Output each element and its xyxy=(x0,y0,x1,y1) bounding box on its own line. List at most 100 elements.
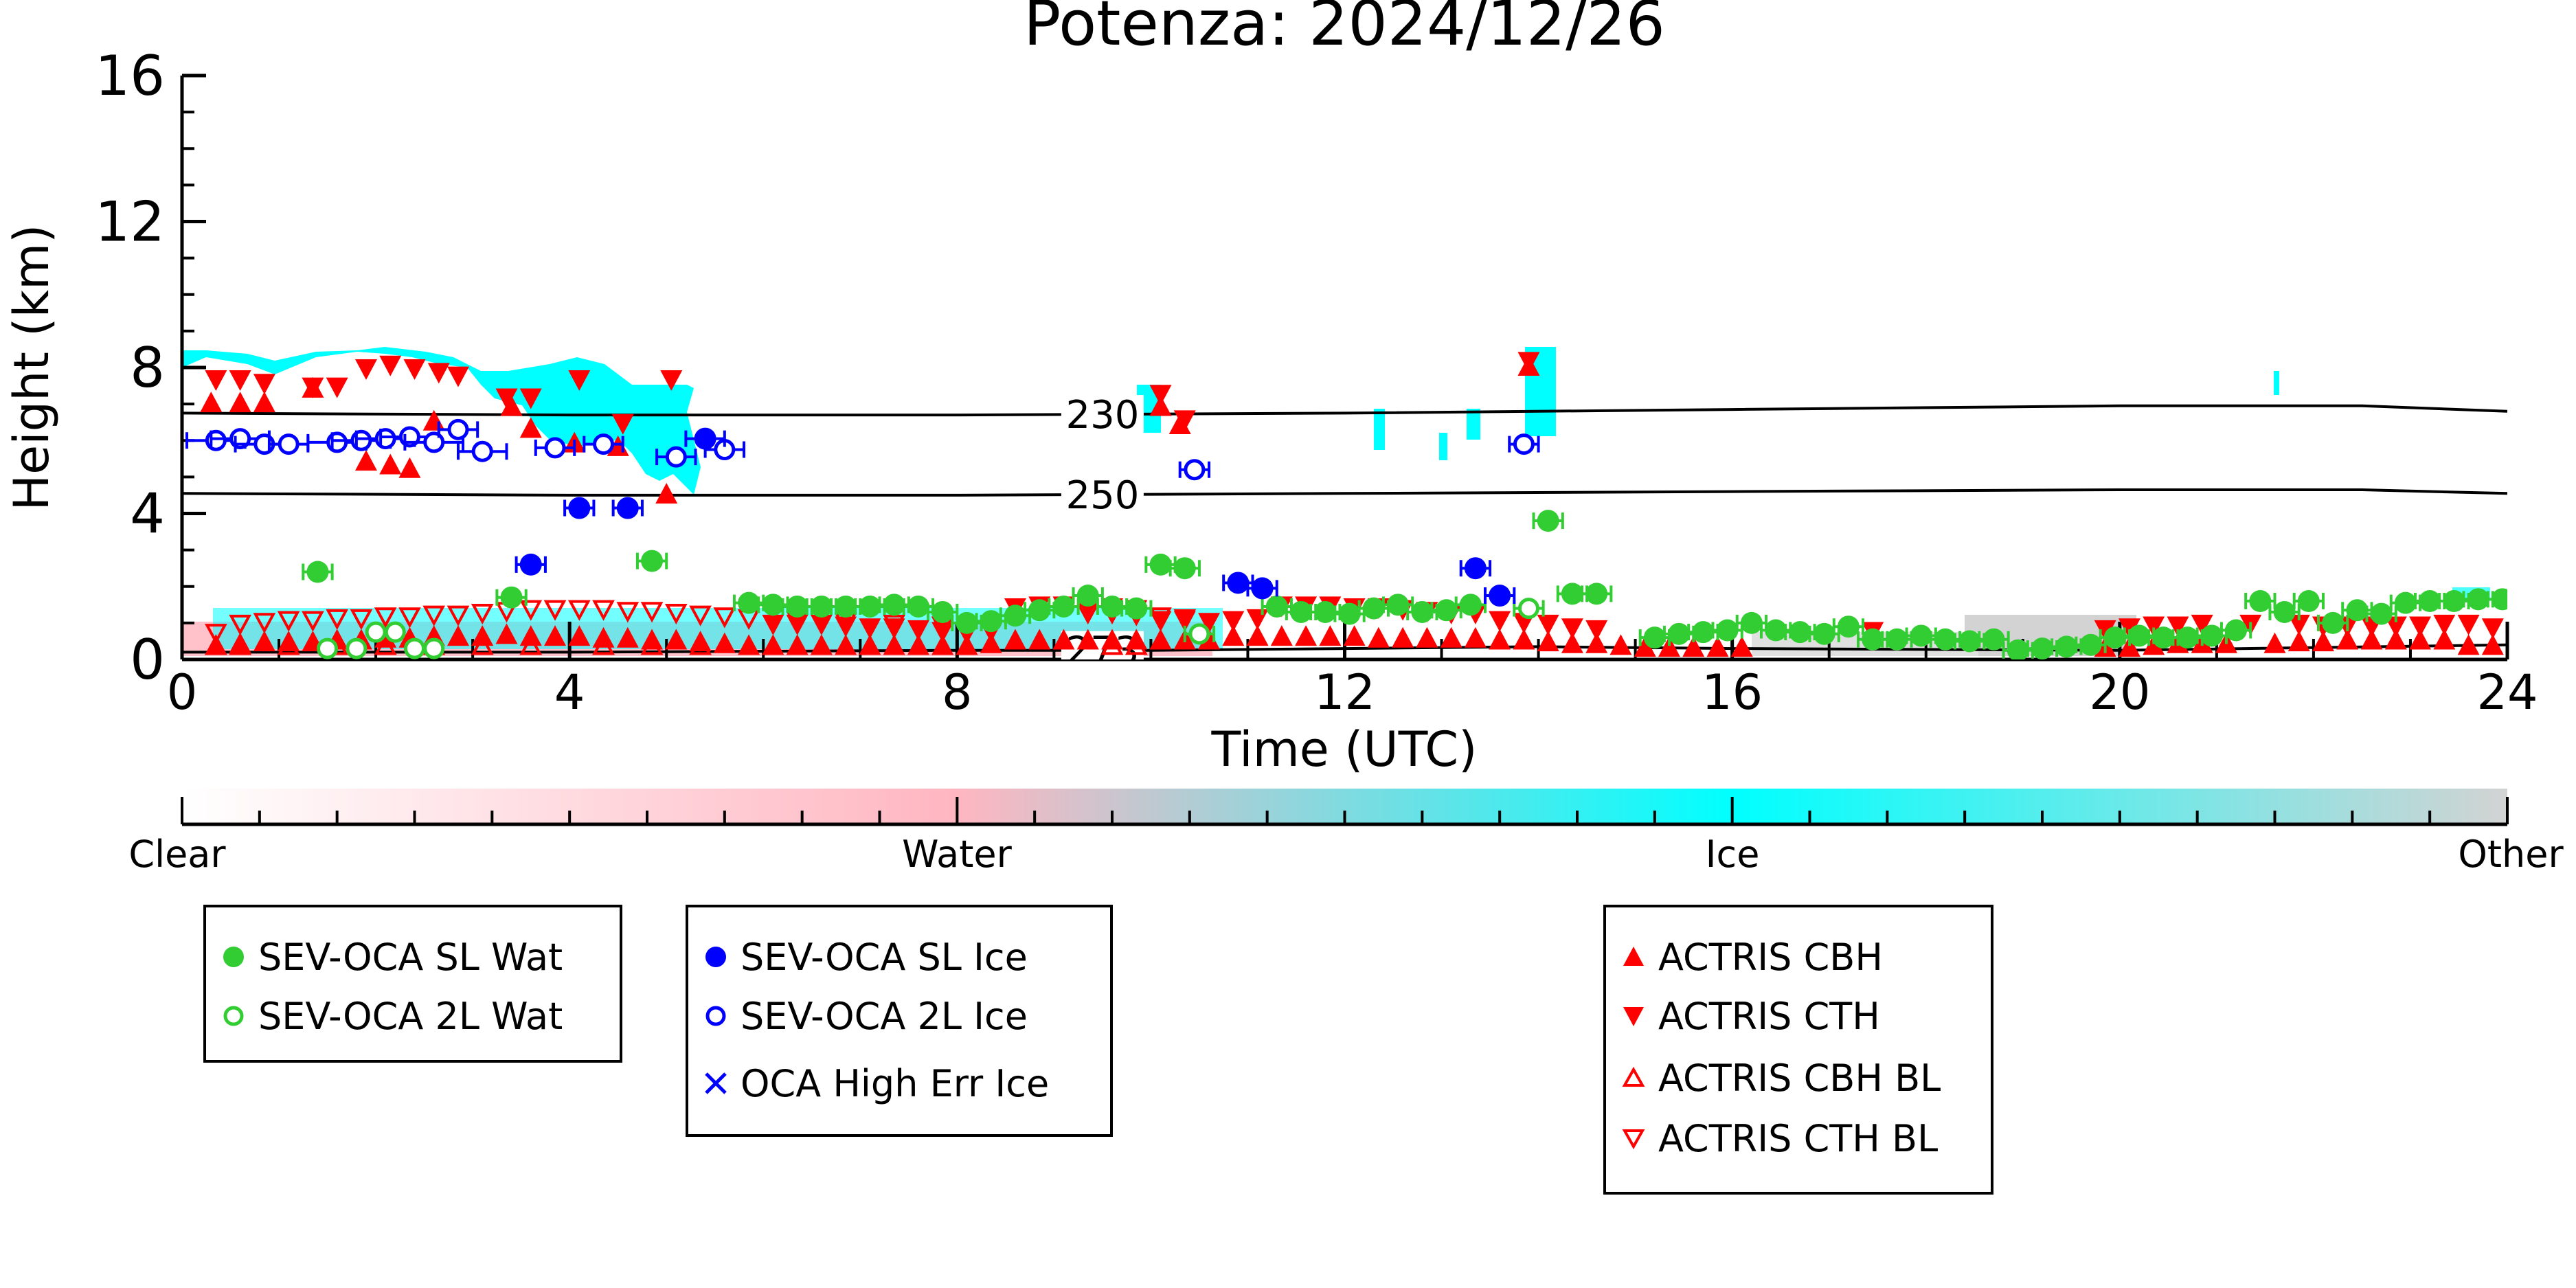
legend-item: SEV-OCA 2L Wat xyxy=(213,988,563,1043)
data-point xyxy=(1149,395,1172,416)
data-point xyxy=(1222,611,1245,632)
data-point xyxy=(931,634,954,655)
data-point xyxy=(2457,614,2480,635)
contour-label-bg xyxy=(1061,395,1144,434)
data-point xyxy=(1173,557,1196,580)
data-point xyxy=(2191,614,2213,635)
data-point xyxy=(2167,616,2189,637)
data-point xyxy=(1338,602,1361,625)
data-point xyxy=(810,614,833,635)
data-point xyxy=(568,497,591,519)
data-point xyxy=(447,625,469,646)
x-tick-label: 0 xyxy=(167,664,198,721)
data-point xyxy=(1459,594,1482,616)
data-point xyxy=(2118,636,2140,657)
data-point xyxy=(253,374,275,395)
ice-cloud-patch-3 xyxy=(1439,433,1447,460)
data-point xyxy=(883,634,905,655)
data-point xyxy=(326,431,348,453)
data-point xyxy=(1411,600,1434,623)
data-point xyxy=(1314,600,1337,623)
legend-water: SEV-OCA SL Wat SEV-OCA 2L Wat xyxy=(203,905,622,1063)
legend-item: OCA High Err Ice xyxy=(695,1056,1049,1111)
data-point xyxy=(2481,634,2504,655)
data-point xyxy=(640,602,664,623)
triangle-down-icon xyxy=(1613,995,1654,1037)
data-point xyxy=(1222,625,1245,646)
data-point xyxy=(641,550,664,572)
legend-label: ACTRIS CTH xyxy=(1658,994,1880,1038)
data-point xyxy=(1265,595,1288,618)
data-point xyxy=(1416,626,1438,648)
y-tick-label: 12 xyxy=(95,190,165,254)
data-point xyxy=(1251,577,1274,600)
contour-line-250 xyxy=(182,488,2507,497)
data-point xyxy=(278,433,300,455)
y-tick-label: 4 xyxy=(130,482,165,546)
data-point xyxy=(2176,626,2199,649)
ice-cloud-patch-4 xyxy=(1467,409,1480,440)
legend-item: ACTRIS CTH BL xyxy=(1613,1111,1938,1166)
data-point xyxy=(1367,626,1390,648)
legend-item: SEV-OCA SL Ice xyxy=(695,929,1028,984)
data-point xyxy=(2457,634,2480,655)
y-ticks: 0 4 8 12 16 xyxy=(95,44,206,692)
data-point xyxy=(641,629,664,650)
x-tick-label: 12 xyxy=(1314,664,1375,721)
data-point xyxy=(205,624,227,645)
data-point xyxy=(1658,636,1680,657)
data-point xyxy=(2200,624,2223,647)
data-point xyxy=(229,392,251,413)
data-point xyxy=(2346,599,2369,622)
data-point xyxy=(398,457,421,478)
data-point xyxy=(427,363,450,384)
data-point xyxy=(384,621,406,643)
data-point xyxy=(1765,619,1787,642)
x-ticks: 0 4 8 12 16 20 24 xyxy=(167,622,2538,721)
data-point xyxy=(423,431,445,453)
data-point xyxy=(931,600,954,623)
data-point xyxy=(738,634,760,655)
data-point xyxy=(2055,635,2078,658)
data-point xyxy=(1982,628,2005,651)
data-point xyxy=(1076,629,1099,650)
data-point xyxy=(1125,597,1148,620)
data-point xyxy=(1643,626,1666,649)
data-point xyxy=(593,433,615,455)
data-point xyxy=(664,603,688,625)
data-point xyxy=(689,605,712,626)
colorbar-label-water: Water xyxy=(902,833,1012,876)
data-point xyxy=(543,600,567,621)
data-point xyxy=(253,392,275,413)
y-tick-label: 0 xyxy=(130,628,165,692)
x-axis-label: Time (UTC) xyxy=(1211,721,1478,778)
data-point xyxy=(350,429,372,451)
data-point xyxy=(1789,621,1811,644)
data-point xyxy=(859,618,881,640)
data-point xyxy=(500,395,523,416)
legend-label: SEV-OCA 2L Ice xyxy=(741,994,1028,1038)
data-point xyxy=(495,388,518,409)
data-point xyxy=(1537,631,1559,652)
legend-label: ACTRIS CBH xyxy=(1658,935,1883,979)
data-point xyxy=(931,622,954,643)
data-point xyxy=(1537,614,1559,635)
data-point xyxy=(1052,629,1075,650)
y-tick-label: 16 xyxy=(95,44,165,108)
data-point xyxy=(1246,609,1269,630)
data-point xyxy=(1101,595,1123,618)
data-point xyxy=(713,607,736,629)
data-point xyxy=(1319,625,1342,646)
data-point xyxy=(2491,588,2507,611)
data-point xyxy=(2322,611,2345,634)
data-point xyxy=(1706,636,1729,657)
data-point xyxy=(2419,590,2441,612)
data-point xyxy=(403,359,426,380)
data-point xyxy=(2094,620,2116,641)
data-point xyxy=(713,632,736,653)
data-point xyxy=(253,631,275,652)
legend-label: SEV-OCA 2L Wat xyxy=(258,994,563,1038)
data-point xyxy=(1387,594,1410,616)
data-point xyxy=(1489,611,1511,632)
